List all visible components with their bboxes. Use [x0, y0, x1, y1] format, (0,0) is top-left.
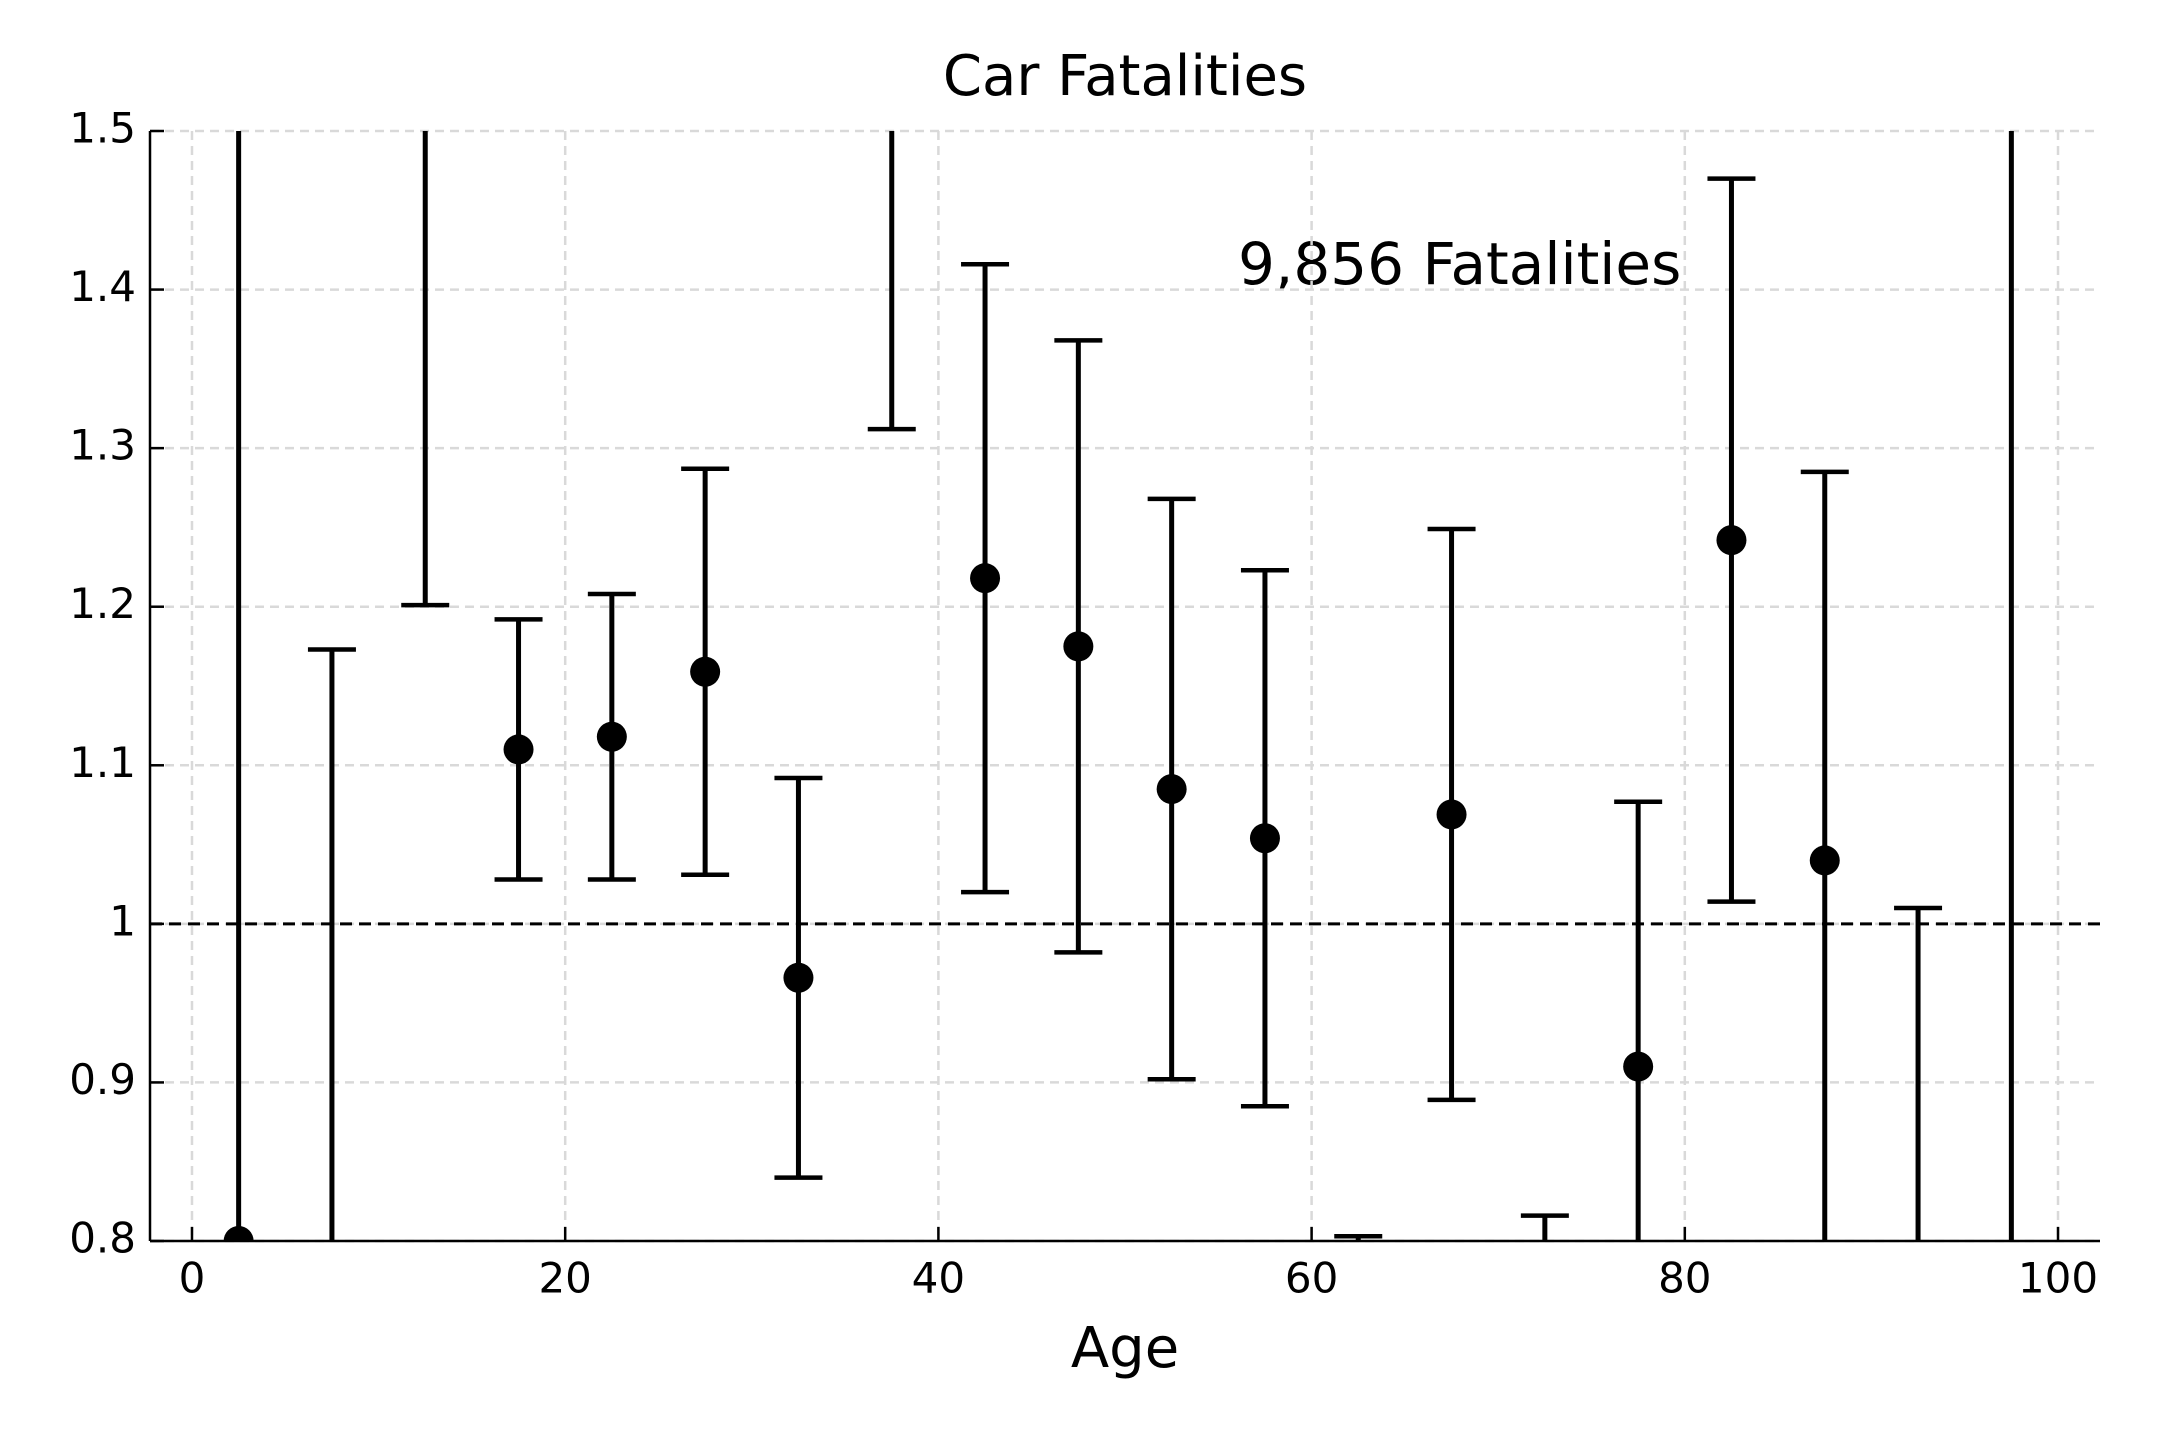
x-tick-label: 20 [538, 1254, 591, 1303]
point [783, 962, 814, 993]
chart-title: Car Fatalities [943, 44, 1307, 109]
point [970, 563, 1001, 594]
y-tick-label: 1.2 [69, 579, 136, 628]
x-tick-label: 100 [2018, 1254, 2098, 1303]
point [1063, 631, 1094, 662]
y-tick-label: 1.3 [69, 421, 136, 470]
x-tick-label: 40 [912, 1254, 965, 1303]
y-tick-label: 1.5 [69, 104, 136, 153]
x-axis-label: Age [1071, 1316, 1179, 1381]
point [503, 734, 534, 765]
grid [150, 129, 2100, 1243]
point [1623, 1051, 1654, 1082]
axes: 0.8 0.9 1 1.1 1.2 1.3 1.4 1.5 0 20 40 60 80 100 [69, 104, 2100, 1303]
point [1809, 845, 1840, 876]
y-tick-label: 1.1 [69, 738, 136, 787]
point [1903, 1305, 1933, 1335]
annotation: 9,856 Fatalities [1238, 230, 1681, 298]
point [1249, 823, 1280, 854]
point [223, 1226, 254, 1241]
plot-area [150, 37, 2100, 1335]
point [690, 656, 721, 687]
x-tick-label: 80 [1658, 1254, 1711, 1303]
point [1156, 774, 1187, 805]
point [1436, 799, 1467, 830]
x-tick-label: 60 [1285, 1254, 1338, 1303]
y-tick-label: 1 [109, 896, 136, 945]
y-tick-label: 1.4 [69, 262, 136, 311]
point [410, 37, 440, 67]
y-tick-label: 0.8 [69, 1214, 136, 1263]
point [1716, 525, 1747, 556]
y-tick-label: 0.9 [69, 1055, 136, 1104]
x-tick-label: 0 [179, 1254, 206, 1303]
point [317, 1305, 347, 1335]
point [596, 721, 627, 752]
